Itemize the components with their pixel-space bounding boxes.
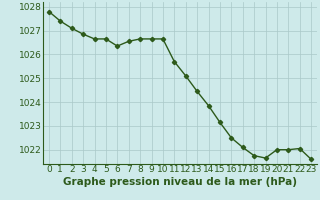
X-axis label: Graphe pression niveau de la mer (hPa): Graphe pression niveau de la mer (hPa) [63, 177, 297, 187]
